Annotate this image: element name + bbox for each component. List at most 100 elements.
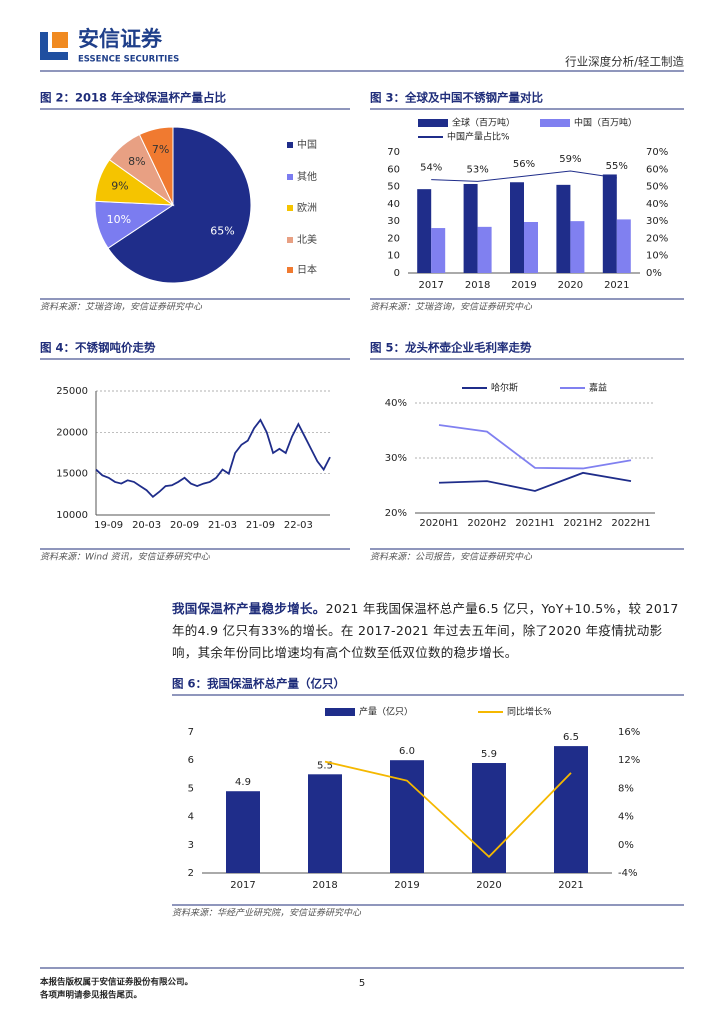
y-tick-label: 20000: [56, 427, 88, 438]
y-tick-label: 30%: [385, 453, 407, 464]
y2-tick-label: 40%: [646, 199, 668, 210]
y-tick-label: 60: [387, 164, 400, 175]
x-tick-label: 2020H2: [467, 518, 506, 529]
x-tick-label: 2018: [312, 880, 337, 891]
legend-swatch: [287, 142, 293, 148]
bar: [556, 184, 571, 273]
legend-label: 其他: [297, 170, 317, 183]
legend-swatch: [287, 267, 293, 273]
logo-mark: [52, 32, 68, 48]
x-tick-label: 2021: [558, 880, 583, 891]
line-label: 56%: [513, 159, 535, 170]
x-tick-label: 20-03: [132, 520, 161, 531]
bar: [477, 226, 492, 273]
line: [324, 760, 572, 859]
paragraph: 我国保温杯产量稳步增长。2021 年我国保温杯总产量6.5 亿只，YoY+10.…: [172, 598, 684, 664]
bar: [431, 228, 446, 273]
y-tick-label: 70: [387, 147, 400, 158]
y2-tick-label: 0%: [618, 840, 634, 851]
x-tick-label: 21-03: [208, 520, 237, 531]
bar: [570, 221, 585, 273]
y2-tick-label: 70%: [646, 147, 668, 158]
footer-text: 本报告版权属于安信证券股份有限公司。: [40, 977, 193, 988]
y2-tick-label: 8%: [618, 783, 634, 794]
legend-label: 全球（百万吨）: [452, 117, 515, 129]
x-tick-label: 2019: [394, 880, 419, 891]
logo-text: 安信证券: [78, 27, 163, 51]
footer-text: 各项声明请参见报告尾页。: [39, 990, 142, 1001]
y2-tick-label: 50%: [646, 182, 668, 193]
bar: [226, 791, 260, 873]
x-tick-label: 2017: [230, 880, 255, 891]
legend-swatch: [287, 205, 293, 211]
y2-tick-label: 16%: [618, 727, 640, 738]
legend-swatch: [418, 119, 448, 127]
bar: [472, 763, 506, 873]
bar: [308, 774, 342, 873]
y2-tick-label: 4%: [618, 812, 634, 823]
slice-label: 7%: [152, 143, 169, 156]
y2-tick-label: -4%: [618, 868, 637, 879]
y-tick-label: 40%: [385, 398, 407, 409]
y-tick-label: 10: [387, 251, 400, 262]
bar-label: 6.0: [399, 746, 415, 757]
legend-label: 中国（百万吨）: [574, 117, 637, 129]
x-tick-label: 21-09: [246, 520, 275, 531]
figure-title: 图 4：不锈钢吨价走势: [40, 341, 156, 355]
bar: [602, 174, 617, 273]
legend-swatch: [540, 119, 570, 127]
legend-label: 欧洲: [297, 202, 317, 214]
legend-label: 日本: [297, 263, 317, 276]
y-tick-label: 10000: [56, 510, 88, 521]
y-tick-label: 30: [387, 216, 400, 227]
figure-title: 图 2：2018 年全球保温杯产量占比: [40, 91, 227, 105]
legend-label: 嘉益: [589, 382, 607, 394]
pie-slice: [107, 126, 252, 284]
line-label: 59%: [559, 154, 581, 165]
logo-en: ESSENCE SECURITIES: [78, 55, 179, 65]
legend-label: 北美: [297, 233, 317, 246]
slice-label: 65%: [210, 225, 234, 238]
legend-swatch: [287, 237, 293, 243]
lead: 我国保温杯产量稳步增长。: [172, 601, 326, 616]
bar-label: 4.9: [235, 777, 251, 788]
bar-label: 6.5: [563, 732, 579, 743]
y-tick-label: 20: [387, 233, 400, 244]
y-tick-label: 15000: [56, 469, 88, 480]
x-tick-label: 2021H1: [515, 518, 554, 529]
bar: [510, 182, 524, 273]
y-tick-label: 7: [188, 727, 194, 738]
figure-source: 资料来源：华经产业研究院，安信证券研究中心: [172, 908, 362, 919]
y2-tick-label: 10%: [646, 251, 668, 262]
bar: [390, 760, 424, 873]
line: [438, 471, 632, 492]
figure-source: 资料来源：艾瑞咨询，安信证券研究中心: [40, 302, 203, 313]
figure-title: 图 5：龙头杯壶企业毛利率走势: [370, 341, 532, 355]
y-tick-label: 5: [188, 783, 194, 794]
bar: [524, 222, 538, 273]
line-label: 53%: [466, 164, 488, 175]
x-tick-label: 2020H1: [419, 518, 458, 529]
x-tick-label: 2019: [511, 280, 536, 291]
bar: [554, 746, 588, 873]
body: 2021 年我国保温杯总产量6.5 亿只，YoY+10.5%，较 2017 年的…: [172, 601, 679, 660]
line: [431, 170, 617, 182]
legend-label: 哈尔斯: [491, 382, 518, 394]
line-label: 55%: [606, 161, 628, 172]
x-tick-label: 19-09: [94, 520, 123, 531]
legend-label: 产量（亿只）: [359, 706, 413, 718]
y-tick-label: 6: [188, 755, 194, 766]
y2-tick-label: 60%: [646, 164, 668, 175]
x-tick-label: 20-09: [170, 520, 199, 531]
line-label: 54%: [420, 163, 442, 174]
y2-tick-label: 0%: [646, 268, 662, 279]
figure-source: 资料来源：公司报告，安信证券研究中心: [370, 552, 533, 563]
figure-source: 资料来源：Wind 资讯，安信证券研究中心: [40, 552, 211, 563]
figure-title: 图 6：我国保温杯总产量（亿只）: [172, 677, 345, 691]
figure-source: 资料来源：艾瑞咨询，安信证券研究中心: [370, 302, 533, 313]
x-tick-label: 2018: [465, 280, 490, 291]
figure-title: 图 3：全球及中国不锈钢产量对比: [370, 91, 544, 105]
x-tick-label: 2021: [604, 280, 629, 291]
legend-label: 中国: [297, 138, 317, 151]
